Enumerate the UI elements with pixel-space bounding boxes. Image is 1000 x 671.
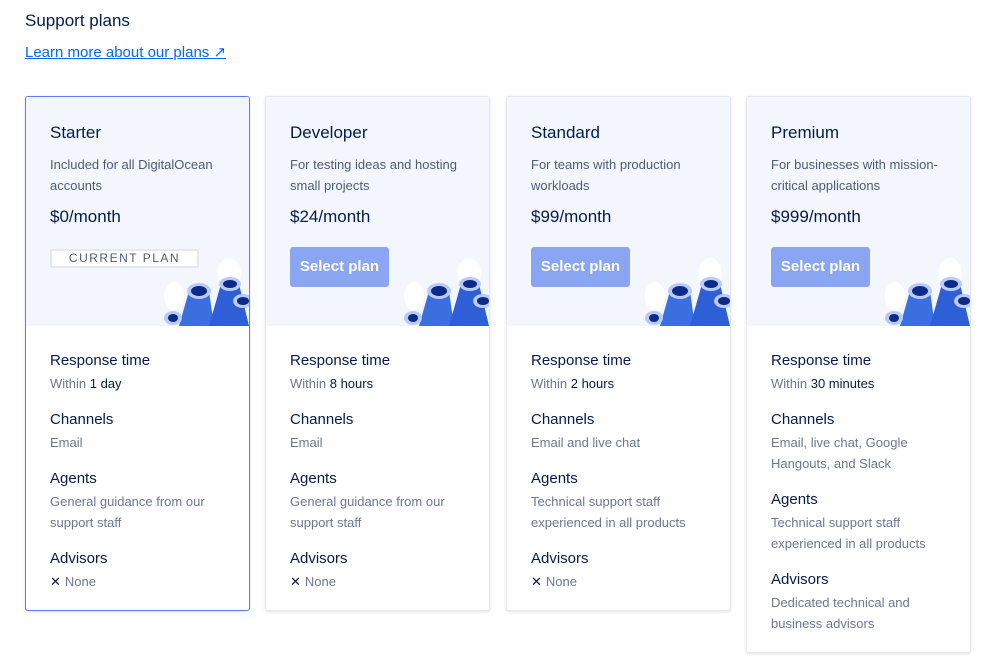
agents-value: General guidance from our support staff [50, 494, 205, 530]
plan-name: Starter [50, 123, 102, 142]
plan-description: Included for all DigitalOcean accounts [50, 157, 213, 193]
x-icon: ✕ [290, 574, 301, 589]
channels-label: Channels [290, 411, 354, 428]
agents-label: Agents [531, 470, 578, 487]
advisors-label: Advisors [290, 550, 348, 567]
coral-illustration [404, 258, 489, 326]
response-value: Within 30 minutes [771, 373, 946, 394]
advisors-text: None [545, 574, 577, 589]
select-plan-button[interactable]: Select plan [771, 247, 870, 287]
plan-price: $999/month [771, 207, 861, 226]
advisors-value: ✕ None [50, 571, 225, 592]
coral-illustration [164, 258, 249, 326]
plan-header: Standard For teams with production workl… [507, 97, 730, 326]
response-label: Response time [531, 352, 632, 369]
plan-description: For teams with production workloads [531, 157, 681, 193]
coral-illustration [885, 258, 970, 326]
current-plan-badge: CURRENT PLAN [50, 249, 199, 268]
channels-value: Email and live chat [531, 435, 641, 450]
advisors-text: None [64, 574, 96, 589]
advisors-label: Advisors [50, 550, 108, 567]
response-label: Response time [290, 352, 391, 369]
learn-more-link[interactable]: Learn more about our plans ↗ [25, 44, 227, 61]
x-icon: ✕ [531, 574, 542, 589]
channels-value: Email [290, 435, 323, 450]
agents-label: Agents [50, 470, 97, 487]
response-value: Within 2 hours [531, 373, 706, 394]
plan-header: Developer For testing ideas and hosting … [266, 97, 489, 326]
response-duration: 1 day [89, 376, 122, 391]
agents-value: Technical support staff experienced in a… [531, 494, 686, 530]
channels-label: Channels [50, 411, 114, 428]
response-prefix: Within [531, 376, 571, 391]
response-prefix: Within [771, 376, 811, 391]
response-value: Within 1 day [50, 373, 225, 394]
plan-description: For testing ideas and hosting small proj… [290, 157, 457, 193]
advisors-text: None [304, 574, 336, 589]
response-duration: 8 hours [329, 376, 374, 391]
response-label: Response time [50, 352, 151, 369]
channels-value: Email, live chat, Google Hangouts, and S… [771, 435, 908, 471]
select-plan-button[interactable]: Select plan [531, 247, 630, 287]
response-label: Response time [771, 352, 872, 369]
x-icon: ✕ [50, 574, 61, 589]
plan-card-premium: Premium For businesses with mission-crit… [746, 96, 971, 653]
response-duration: 2 hours [570, 376, 615, 391]
plan-card-developer: Developer For testing ideas and hosting … [265, 96, 490, 611]
coral-illustration [645, 258, 730, 326]
plan-header: Starter Included for all DigitalOcean ac… [26, 97, 249, 326]
plan-name: Developer [290, 123, 368, 142]
response-prefix: Within [290, 376, 330, 391]
select-plan-button[interactable]: Select plan [290, 247, 389, 287]
channels-label: Channels [771, 411, 835, 428]
plan-header: Premium For businesses with mission-crit… [747, 97, 970, 326]
channels-label: Channels [531, 411, 595, 428]
plan-card-standard: Standard For teams with production workl… [506, 96, 731, 611]
response-duration: 30 minutes [810, 376, 875, 391]
advisors-value: ✕ None [531, 571, 706, 592]
plan-price: $99/month [531, 207, 612, 226]
channels-value: Email [50, 435, 83, 450]
plan-description: For businesses with mission-critical app… [771, 157, 938, 193]
advisors-label: Advisors [771, 571, 829, 588]
response-prefix: Within [50, 376, 90, 391]
plan-price: $0/month [50, 207, 121, 226]
agents-label: Agents [771, 491, 818, 508]
agents-value: General guidance from our support staff [290, 494, 445, 530]
advisors-value: ✕ None [290, 571, 465, 592]
response-value: Within 8 hours [290, 373, 465, 394]
plan-name: Premium [771, 123, 840, 142]
agents-value: Technical support staff experienced in a… [771, 515, 926, 551]
advisors-value: Dedicated technical and business advisor… [771, 595, 910, 631]
plan-name: Standard [531, 123, 600, 142]
page-title: Support plans [25, 11, 130, 30]
plan-card-starter: Starter Included for all DigitalOcean ac… [25, 96, 250, 611]
agents-label: Agents [290, 470, 337, 487]
plan-price: $24/month [290, 207, 371, 226]
advisors-label: Advisors [531, 550, 589, 567]
